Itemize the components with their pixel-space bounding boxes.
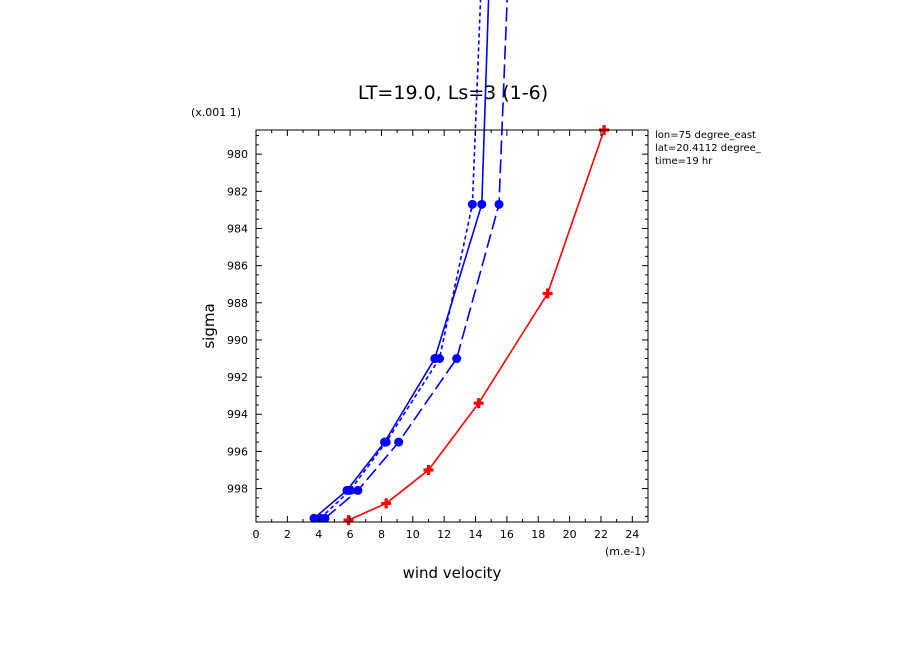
data-point bbox=[542, 288, 553, 299]
y-tick-label: 990 bbox=[227, 334, 248, 347]
data-point bbox=[394, 437, 404, 447]
y-tick-label: 986 bbox=[227, 260, 248, 273]
data-point bbox=[477, 199, 487, 209]
data-point bbox=[423, 464, 434, 475]
x-tick-label: 16 bbox=[500, 528, 514, 541]
axes: 0 2 4 6 8 10 12 14 16 18 20 22 249809829849869889909… bbox=[227, 129, 649, 541]
x-axis-label: wind velocity bbox=[403, 564, 502, 582]
series-layer bbox=[313, 0, 605, 521]
y-tick-label: 998 bbox=[227, 483, 248, 496]
chart-title: LT=19.0, Ls=3 (1-6) bbox=[358, 82, 548, 104]
x-tick-label: 22 bbox=[594, 528, 608, 541]
x-tick-label: 4 bbox=[315, 528, 322, 541]
annotation-time: time=19 hr bbox=[655, 156, 713, 167]
data-point bbox=[320, 513, 330, 523]
data-point bbox=[452, 354, 462, 364]
y-axis-label: sigma bbox=[200, 303, 218, 348]
data-point bbox=[381, 498, 392, 509]
y-tick-label: 982 bbox=[227, 185, 248, 198]
y-tick-label: 980 bbox=[227, 148, 248, 161]
x-tick-label: 20 bbox=[563, 528, 577, 541]
y-tick-label: 992 bbox=[227, 371, 248, 384]
data-point bbox=[353, 485, 363, 495]
annotation-lat: lat=20.4112 degree_ bbox=[655, 143, 762, 154]
data-point bbox=[434, 354, 444, 364]
x-tick-label: 6 bbox=[347, 528, 354, 541]
x-tick-label: 10 bbox=[406, 528, 420, 541]
annotations: lon=75 degree_east lat=20.4112 degree_ t… bbox=[655, 130, 762, 167]
annotation-lon: lon=75 degree_east bbox=[655, 130, 756, 141]
plot-frame bbox=[255, 129, 649, 523]
x-tick-label: 24 bbox=[625, 528, 639, 541]
data-point bbox=[345, 485, 355, 495]
y-tick-label: 984 bbox=[227, 222, 248, 235]
y-unit-label: (x.001 1) bbox=[191, 106, 241, 119]
series-line-2 bbox=[324, 0, 508, 519]
series-line-3 bbox=[348, 129, 605, 521]
series-line-0 bbox=[313, 0, 490, 519]
x-tick-label: 2 bbox=[284, 528, 291, 541]
x-tick-label: 8 bbox=[378, 528, 385, 541]
series-line-1 bbox=[319, 0, 482, 519]
x-tick-label: 18 bbox=[531, 528, 545, 541]
data-point bbox=[309, 513, 319, 523]
y-tick-label: 988 bbox=[227, 297, 248, 310]
data-point bbox=[381, 437, 391, 447]
data-point bbox=[473, 398, 484, 409]
x-tick-label: 12 bbox=[437, 528, 451, 541]
data-point bbox=[494, 199, 504, 209]
marker-layer bbox=[309, 125, 610, 526]
y-tick-label: 996 bbox=[227, 445, 248, 458]
y-tick-label: 994 bbox=[227, 408, 248, 421]
data-point bbox=[343, 515, 354, 526]
x-tick-label: 14 bbox=[469, 528, 483, 541]
x-unit-label: (m.e-1) bbox=[605, 545, 646, 558]
data-point bbox=[467, 199, 477, 209]
x-tick-label: 0 bbox=[253, 528, 260, 541]
